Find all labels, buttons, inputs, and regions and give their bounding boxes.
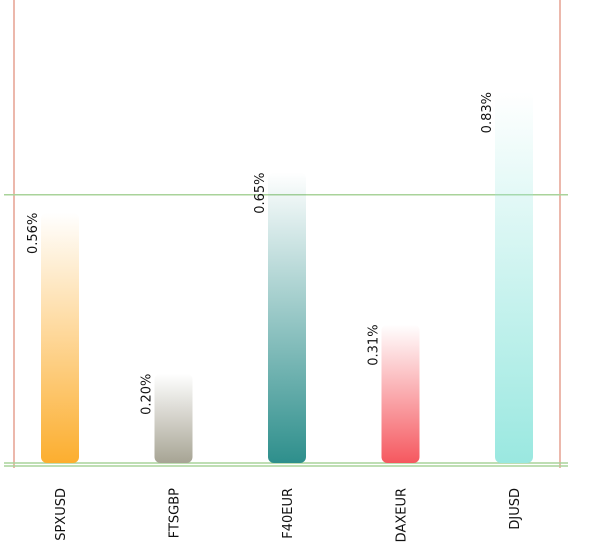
bar-spxusd[interactable] bbox=[41, 212, 79, 463]
bar-djusd[interactable] bbox=[495, 92, 533, 463]
bar-series bbox=[41, 92, 533, 463]
data-label-daxeur: 0.31% bbox=[367, 324, 382, 365]
x-tick-label-f40eur: F40EUR bbox=[281, 488, 296, 539]
x-tick-label-djusd: DJUSD bbox=[508, 488, 523, 530]
data-label-djusd: 0.83% bbox=[480, 92, 495, 133]
x-tick-label-daxeur: DAXEUR bbox=[395, 488, 410, 542]
data-label-f40eur: 0.65% bbox=[253, 172, 268, 213]
data-labels: 0.56% 0.20% 0.65% 0.31% 0.83% bbox=[26, 92, 495, 415]
x-axis-tick-labels: SPXUSD FTSGBP F40EUR DAXEUR DJUSD bbox=[54, 488, 523, 542]
bar-f40eur[interactable] bbox=[268, 172, 306, 463]
data-label-spxusd: 0.56% bbox=[26, 213, 41, 254]
bar-ftsgbp[interactable] bbox=[154, 373, 193, 463]
data-label-ftsgbp: 0.20% bbox=[140, 374, 155, 415]
x-tick-label-ftsgbp: FTSGBP bbox=[168, 488, 183, 538]
x-tick-label-spxusd: SPXUSD bbox=[54, 488, 69, 541]
bar-daxeur[interactable] bbox=[381, 324, 420, 463]
